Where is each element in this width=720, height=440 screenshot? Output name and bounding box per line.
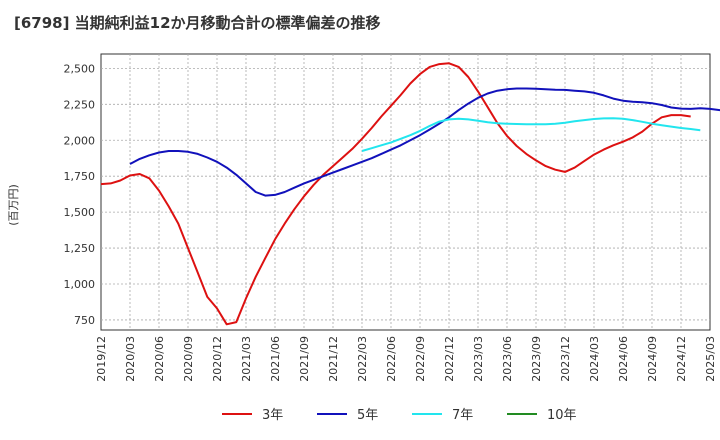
legend: 3年 5年 7年 10年 [222,408,577,423]
plot-frame [100,53,711,331]
plot-area [100,53,711,331]
x-tick-label: 2022/06 [385,336,398,382]
x-tick-label: 2021/09 [298,336,311,382]
x-tick-label: 2022/09 [414,336,427,382]
legend-label-0: 3年 [262,408,283,423]
series-line-1 [129,87,720,197]
y-tick-label: 2,000 [64,134,96,147]
x-tick-label: 2020/12 [211,336,224,382]
x-tick-label: 2023/09 [530,336,543,382]
x-tick-label: 2020/06 [153,336,166,382]
x-tick-label: 2025/03 [704,336,717,382]
x-tick-label: 2024/03 [588,336,601,382]
legend-label-1: 5年 [357,408,378,423]
y-axis-label: (百万円) [7,184,20,226]
y-tick-label: 1,000 [64,278,96,291]
x-tick-label: 2020/09 [182,336,195,382]
x-axis-ticks: 2019/12 2020/03 2020/06 2020/09 2020/12 2021/… [95,336,717,382]
x-tick-label: 2021/06 [269,336,282,382]
y-axis-ticks: 750 1,000 1,250 1,500 1,750 2,000 2,250 2,500 [64,62,96,327]
y-tick-label: 1,500 [64,206,96,219]
x-tick-label: 2023/03 [472,336,485,382]
x-tick-label: 2024/06 [617,336,630,382]
legend-label-3: 10年 [547,408,577,423]
x-tick-label: 2024/09 [646,336,659,382]
y-tick-label: 1,750 [64,170,96,183]
x-tick-label: 2020/03 [124,336,137,382]
series-line-0 [100,62,691,326]
x-tick-label: 2023/06 [501,336,514,382]
x-tick-label: 2021/03 [240,336,253,382]
x-tick-label: 2024/12 [675,336,688,382]
legend-label-2: 7年 [452,408,473,423]
x-tick-label: 2023/12 [559,336,572,382]
y-tick-label: 2,500 [64,62,96,75]
grid-lines [101,54,710,330]
series-lines [100,62,720,326]
y-tick-label: 750 [74,314,95,327]
x-tick-label: 2022/03 [356,336,369,382]
y-tick-label: 1,250 [64,242,96,255]
chart-title: [6798] 当期純利益12か月移動合計の標準偏差の推移 [14,14,381,32]
x-tick-label: 2022/12 [443,336,456,382]
y-tick-label: 2,250 [64,98,96,111]
series-line-2 [361,117,701,152]
x-tick-label: 2021/12 [327,336,340,382]
x-tick-label: 2019/12 [95,336,108,382]
